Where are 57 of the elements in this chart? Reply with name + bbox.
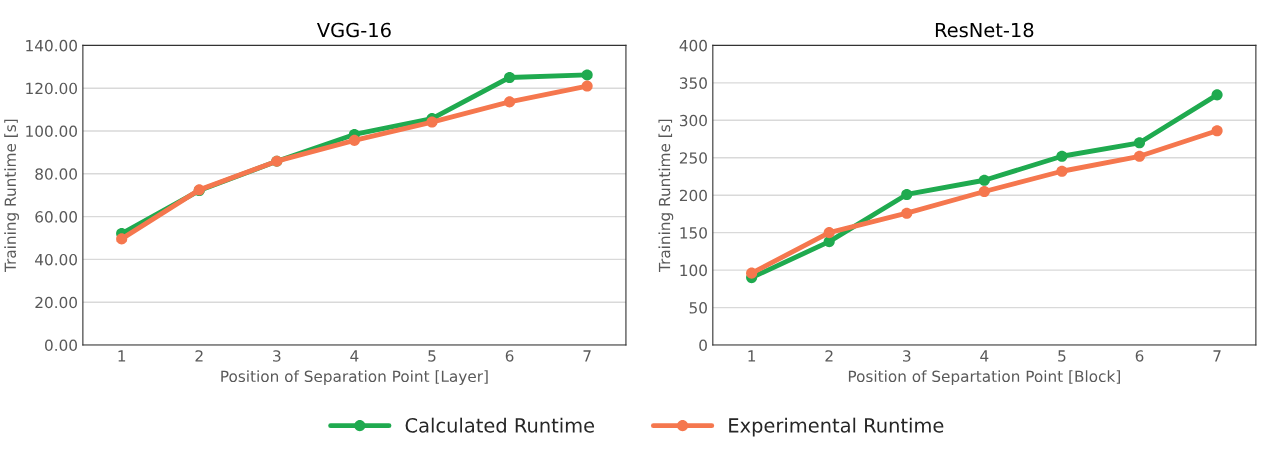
x-tick-label: 1 <box>118 350 126 362</box>
point <box>901 188 913 201</box>
y-tick-label: 140.00 <box>26 39 77 52</box>
x-tick-label: 4 <box>350 350 359 362</box>
point <box>348 134 360 146</box>
x-tick-label: 6 <box>505 350 514 362</box>
y-tick-label: 200 <box>679 189 707 202</box>
x-tick-label: 2 <box>195 350 203 362</box>
point <box>116 233 128 245</box>
point <box>746 267 758 279</box>
x-tick-label: 6 <box>1135 350 1144 362</box>
y-tick-label: 250 <box>679 152 707 164</box>
point <box>1211 89 1223 101</box>
x-tick-label: 5 <box>1058 350 1066 362</box>
y-tick-label: 40.00 <box>35 253 77 266</box>
point <box>504 71 516 84</box>
point <box>504 96 516 108</box>
y-tick-label: 0.00 <box>45 339 77 352</box>
y-tick-label: 0 <box>699 339 707 352</box>
point <box>901 207 913 219</box>
y-tick-label: 150 <box>680 227 707 239</box>
point <box>581 69 593 81</box>
x-tick-label: 3 <box>903 350 911 362</box>
point <box>1056 165 1068 177</box>
y-axis-title: Training Runtime [s] <box>4 119 19 273</box>
y-tick-label: 100 <box>680 264 707 277</box>
legend-label: Experimental Runtime <box>729 417 944 437</box>
y-tick-label: 60.00 <box>35 211 77 223</box>
chart-title: VGG-16 <box>316 22 391 38</box>
point <box>1056 150 1068 162</box>
x-tick-label: 2 <box>825 350 833 362</box>
x-tick-label: 4 <box>980 350 989 362</box>
point <box>581 80 593 92</box>
y-tick-label: 350 <box>679 77 707 89</box>
y-tick-label: 400 <box>679 39 707 52</box>
y-tick-label: 50 <box>689 302 707 314</box>
y-tick-label: 300 <box>679 114 707 127</box>
point <box>1133 150 1146 162</box>
y-tick-label: 80.00 <box>35 168 77 180</box>
x-tick-label: 7 <box>1213 350 1221 362</box>
point <box>978 185 990 198</box>
y-axis-title: Training Runtime [s] <box>658 119 674 273</box>
point <box>1133 137 1146 149</box>
point <box>1211 125 1223 137</box>
x-axis-title: Position of Separation Point [Layer] <box>221 370 488 386</box>
y-tick-label: 100.00 <box>26 125 77 138</box>
chart-title: ResNet-18 <box>935 22 1034 38</box>
y-tick-label: 120.00 <box>26 82 77 95</box>
point <box>823 227 835 239</box>
x-tick-label: 3 <box>273 350 281 362</box>
x-axis-title: Position of Separtation Point [Block] <box>848 370 1120 386</box>
point <box>978 174 990 186</box>
x-tick-label: 7 <box>583 350 591 362</box>
x-tick-label: 1 <box>748 350 756 362</box>
y-tick-label: 20.00 <box>35 296 77 309</box>
x-tick-label: 5 <box>428 350 436 362</box>
legend-label: Calculated Runtime <box>405 417 595 433</box>
